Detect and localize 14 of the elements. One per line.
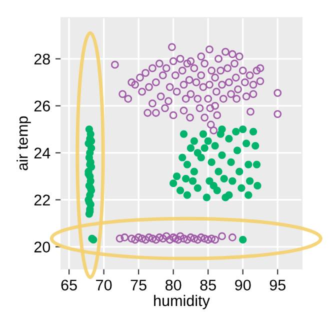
x-tick-label: 90 bbox=[235, 280, 251, 291]
x-tick-label: 95 bbox=[270, 280, 286, 291]
y-tick-label: 26 bbox=[34, 100, 50, 112]
x-tick-label: 80 bbox=[166, 280, 182, 291]
y-tick-label: 28 bbox=[34, 54, 50, 65]
y-tick-label: 22 bbox=[34, 194, 50, 206]
x-tick-label: 70 bbox=[96, 280, 112, 291]
y-axis-title: air temp bbox=[16, 116, 31, 170]
y-tick-label: 20 bbox=[34, 242, 50, 252]
x-tick-label: 75 bbox=[130, 280, 146, 291]
x-tick-label: 65 bbox=[61, 280, 77, 291]
x-tick-label: 85 bbox=[200, 280, 216, 291]
x-axis-title: humidity bbox=[154, 294, 210, 310]
y-tick-label: 24 bbox=[34, 148, 50, 158]
